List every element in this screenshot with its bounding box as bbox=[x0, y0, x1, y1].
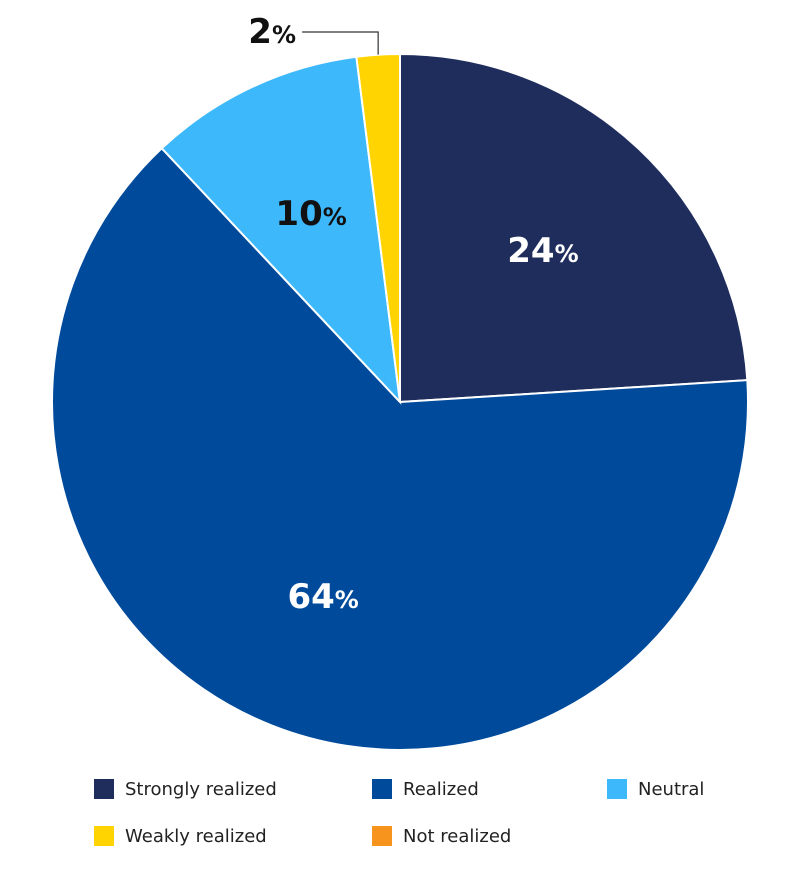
legend-label-strongly-realized: Strongly realized bbox=[125, 778, 277, 800]
slice-value-neutral: 10 bbox=[275, 194, 322, 234]
legend-label-weakly-realized: Weakly realized bbox=[125, 825, 267, 847]
legend-item-strongly-realized: Strongly realized bbox=[94, 777, 277, 801]
pie-slice-realized bbox=[51, 146, 749, 752]
slice-label-realized: 64% bbox=[287, 577, 358, 617]
legend-swatch-not-realized bbox=[372, 826, 392, 846]
slice-unit-realized: % bbox=[335, 586, 359, 614]
pie-slice-weakly-realized bbox=[355, 52, 401, 403]
legend-swatch-strongly-realized bbox=[94, 779, 114, 799]
legend-item-neutral: Neutral bbox=[607, 777, 704, 801]
slice-label-weakly-realized: 2% bbox=[248, 12, 296, 52]
slice-value-strongly-realized: 24 bbox=[507, 231, 554, 271]
legend: Strongly realized Realized Neutral Weakl… bbox=[94, 777, 784, 867]
legend-swatch-realized bbox=[372, 779, 392, 799]
legend-label-realized: Realized bbox=[403, 778, 479, 800]
legend-item-not-realized: Not realized bbox=[372, 824, 511, 848]
pie-slice-neutral bbox=[160, 55, 402, 405]
pie-chart: 24%64%10%2% bbox=[51, 12, 749, 752]
legend-swatch-weakly-realized bbox=[94, 826, 114, 846]
legend-swatch-neutral bbox=[607, 779, 627, 799]
slice-label-strongly-realized: 24% bbox=[507, 231, 578, 271]
legend-item-realized: Realized bbox=[372, 777, 479, 801]
pie-slice-strongly-realized bbox=[399, 52, 749, 404]
slice-unit-strongly-realized: % bbox=[555, 240, 579, 268]
slice-unit-neutral: % bbox=[323, 203, 347, 231]
slice-value-weakly-realized: 2 bbox=[248, 12, 272, 52]
slice-label-neutral: 10% bbox=[275, 194, 346, 234]
leader-line-weakly-realized bbox=[302, 31, 379, 55]
slice-unit-weakly-realized: % bbox=[272, 21, 296, 49]
legend-label-not-realized: Not realized bbox=[403, 825, 512, 847]
slice-value-realized: 64 bbox=[287, 577, 334, 617]
legend-label-neutral: Neutral bbox=[638, 778, 705, 800]
legend-item-weakly-realized: Weakly realized bbox=[94, 824, 267, 848]
